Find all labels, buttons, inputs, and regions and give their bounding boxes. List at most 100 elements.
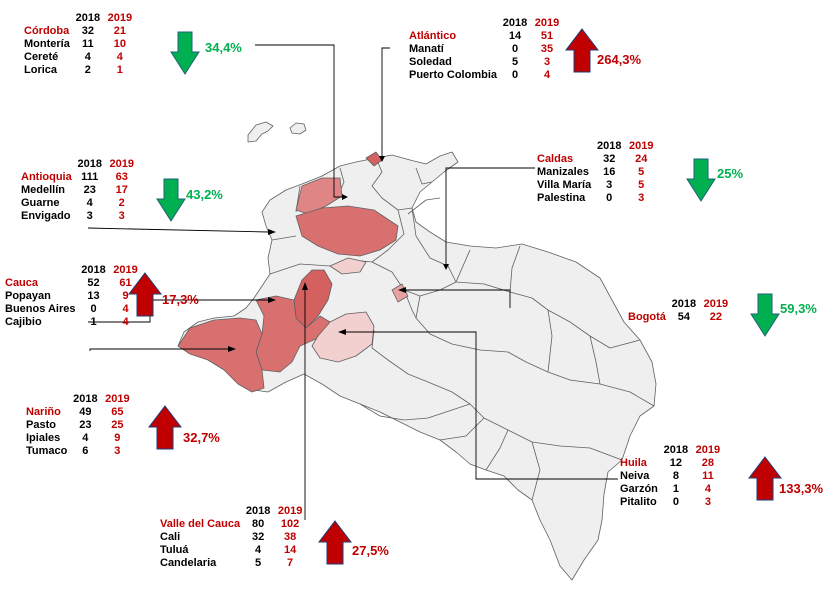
value-2019: 9 <box>122 290 129 302</box>
year-2018-header: 2018 <box>245 505 271 517</box>
value-2018: 5 <box>511 56 519 68</box>
value-2019: 5 <box>638 179 645 191</box>
municipality-name: Tuluá <box>160 544 189 556</box>
value-2018: 12 <box>669 457 683 469</box>
group-valle-del-cauca: 2018 2019 Valle del Cauca 80 102 Cali 32 38 T… <box>158 505 306 570</box>
value-2018: 0 <box>90 303 97 315</box>
group-cauca: 2018 2019 Cauca 52 61 Popayan 13 9 Buenos Air… <box>3 264 142 329</box>
arrow-down-icon <box>750 293 780 337</box>
region-cordoba <box>295 177 343 215</box>
san-andres-island <box>247 121 274 143</box>
value-2019: 25 <box>111 419 124 431</box>
value-2019: 63 <box>115 171 128 183</box>
arrow-down-icon <box>170 31 200 75</box>
value-2019: 28 <box>701 457 715 469</box>
municipality-name: Pasto <box>26 419 56 431</box>
arrow-heads <box>228 156 449 352</box>
value-2018: 4 <box>86 197 93 209</box>
municipality-name: Ipiales <box>26 432 61 444</box>
year-2019-header: 2019 <box>628 140 654 152</box>
municipality-name: Soledad <box>409 56 452 68</box>
municipality-name: Cali <box>160 531 181 543</box>
value-2018: 4 <box>84 51 91 63</box>
department-name: Bogotá <box>628 311 666 323</box>
department-name: Nariño <box>26 406 61 418</box>
value-2018: 4 <box>82 432 89 444</box>
value-2019: 9 <box>114 432 121 444</box>
value-2019: 11 <box>702 470 714 482</box>
value-2019: 17 <box>115 184 128 196</box>
value-2018: 5 <box>255 557 262 569</box>
value-2018: 13 <box>87 290 100 302</box>
value-2019: 7 <box>287 557 294 569</box>
value-2018: 0 <box>672 496 679 508</box>
year-2019-header: 2019 <box>703 298 729 310</box>
arrow-down-icon <box>686 158 716 202</box>
value-2019: 51 <box>540 30 554 42</box>
municipality-name: Palestina <box>537 192 586 204</box>
region-caldas <box>329 257 367 275</box>
municipality-name: Guarne <box>21 197 60 209</box>
value-2019: 3 <box>114 445 121 457</box>
value-2019: 102 <box>280 518 300 530</box>
percent-change: 133,3% <box>779 481 824 496</box>
group-caldas: 2018 2019 Caldas 32 24 Manizales 16 5 Villa M… <box>535 140 657 205</box>
municipality-name: Medellín <box>21 184 66 196</box>
year-2018-header: 2018 <box>81 264 106 276</box>
municipality-name: Lorica <box>24 64 58 76</box>
value-2018: 32 <box>81 25 94 37</box>
value-2018: 2 <box>84 64 91 76</box>
value-2018: 16 <box>603 166 616 178</box>
value-2018: 4 <box>255 544 262 556</box>
year-2018-header: 2018 <box>77 158 102 170</box>
municipality-name: Popayan <box>5 290 51 302</box>
year-2018-header: 2018 <box>73 393 98 405</box>
value-2018: 80 <box>251 518 265 530</box>
municipality-name: Manatí <box>409 43 444 55</box>
year-2019-header: 2019 <box>105 393 130 405</box>
department-name: Huila <box>620 457 647 469</box>
arrow-down-icon <box>156 178 186 222</box>
value-2018: 3 <box>606 179 613 191</box>
department-name: Atlántico <box>409 30 457 42</box>
leader-lines <box>87 44 618 520</box>
municipality-name: Puerto Colombia <box>409 69 498 81</box>
percent-change: 27,5% <box>352 543 389 558</box>
value-2019: 10 <box>113 38 126 50</box>
value-2019: 21 <box>113 25 126 37</box>
value-2019: 4 <box>122 303 129 315</box>
value-2018: 14 <box>508 30 522 42</box>
arrow-up-icon <box>148 405 182 450</box>
group-bogota: 2018 2019 Bogotá 54 22 <box>626 298 732 324</box>
value-2019: 3 <box>118 210 125 222</box>
value-2019: 4 <box>543 69 551 81</box>
group-antioquia: 2018 2019 Antioquia 111 63 Medellín 23 17 Gua… <box>19 158 138 223</box>
value-2019: 4 <box>116 51 123 63</box>
value-2019: 35 <box>540 43 554 55</box>
percent-change: 25% <box>717 166 744 181</box>
value-2018: 49 <box>79 406 92 418</box>
arrow-up-icon <box>318 520 352 565</box>
percent-change: 32,7% <box>183 430 220 445</box>
group-atlantico: 2018 2019 Atlántico 14 51 Manatí 0 35 Soledad… <box>407 17 563 82</box>
value-2018: 0 <box>606 192 613 204</box>
value-2019: 2 <box>118 197 125 209</box>
department-name: Valle del Cauca <box>160 518 241 530</box>
year-2019-header: 2019 <box>109 158 134 170</box>
municipality-name: Manizales <box>537 166 589 178</box>
year-2018-header: 2018 <box>663 444 689 456</box>
year-2019-header: 2019 <box>277 505 303 517</box>
municipality-name: Buenos Aires <box>5 303 76 315</box>
arrow-up-icon <box>748 456 782 501</box>
department-name: Cauca <box>5 277 39 289</box>
value-2018: 0 <box>511 69 519 81</box>
region-huila <box>311 311 375 363</box>
value-2019: 65 <box>111 406 124 418</box>
value-2019: 38 <box>283 531 297 543</box>
value-2018: 11 <box>82 38 94 50</box>
value-2019: 61 <box>119 277 132 289</box>
municipality-name: Villa María <box>537 179 592 191</box>
percent-change: 43,2% <box>186 187 223 202</box>
year-2018-header: 2018 <box>596 140 622 152</box>
